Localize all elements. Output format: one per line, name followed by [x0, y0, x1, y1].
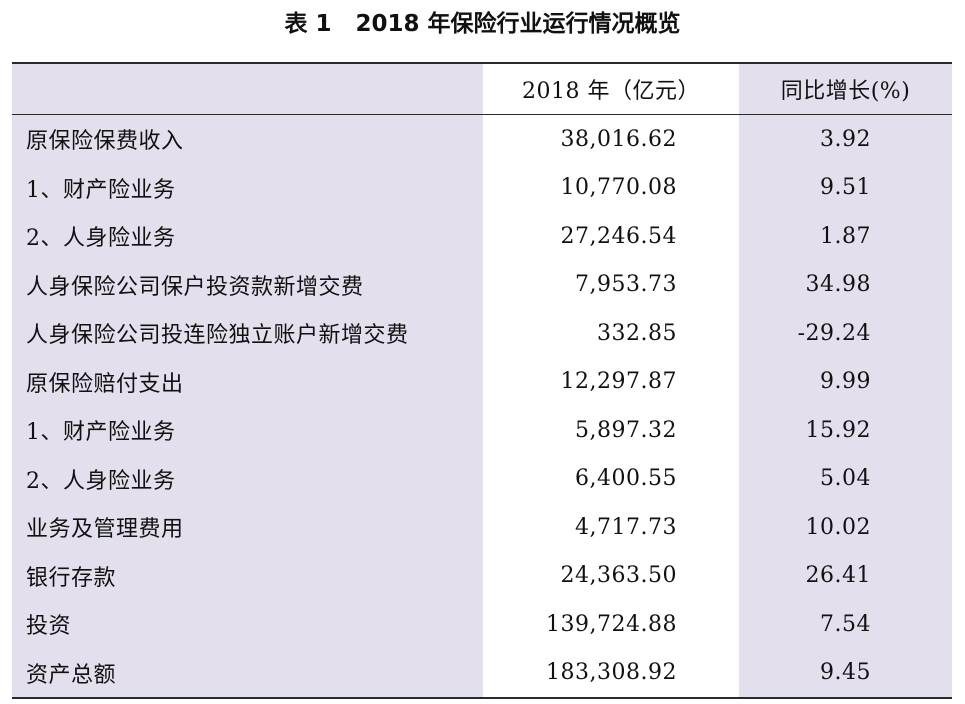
row-growth: 5.04: [739, 454, 952, 503]
row-value: 5,897.32: [483, 406, 739, 455]
row-growth: 26.41: [739, 551, 952, 600]
row-label: 银行存款: [12, 551, 483, 600]
header-cell-item: [12, 64, 483, 114]
row-growth: 7.54: [739, 600, 952, 649]
row-value: 7,953.73: [483, 260, 739, 309]
header-cell-growth: 同比增长(%): [739, 64, 952, 114]
row-growth: 9.45: [739, 648, 952, 697]
insurance-overview-table: 2018 年（亿元） 同比增长(%) 原保险保费收入 38,016.62 3.9…: [12, 62, 952, 699]
row-value: 332.85: [483, 309, 739, 358]
table-row: 原保险赔付支出 12,297.87 9.99: [12, 357, 952, 406]
table-row: 资产总额 183,308.92 9.45: [12, 648, 952, 697]
row-value: 27,246.54: [483, 212, 739, 261]
table-row: 业务及管理费用 4,717.73 10.02: [12, 503, 952, 552]
row-value: 24,363.50: [483, 551, 739, 600]
row-label: 2、人身险业务: [12, 454, 483, 503]
header-cell-value: 2018 年（亿元）: [483, 64, 739, 114]
row-growth: 9.99: [739, 357, 952, 406]
row-label: 2、人身险业务: [12, 212, 483, 261]
row-value: 139,724.88: [483, 600, 739, 649]
table-row: 1、财产险业务 5,897.32 15.92: [12, 406, 952, 455]
table-row: 投资 139,724.88 7.54: [12, 600, 952, 649]
row-label: 人身保险公司投连险独立账户新增交费: [12, 309, 483, 358]
row-growth: 9.51: [739, 163, 952, 212]
table-row: 2、人身险业务 27,246.54 1.87: [12, 212, 952, 261]
row-value: 10,770.08: [483, 163, 739, 212]
row-label: 1、财产险业务: [12, 406, 483, 455]
table-title: 表 1 2018 年保险行业运行情况概览: [284, 11, 681, 37]
table-row: 银行存款 24,363.50 26.41: [12, 551, 952, 600]
row-value: 183,308.92: [483, 648, 739, 697]
table-header-row: 2018 年（亿元） 同比增长(%): [12, 64, 952, 115]
table-row: 原保险保费收入 38,016.62 3.92: [12, 115, 952, 164]
row-growth: 1.87: [739, 212, 952, 261]
table-row: 人身保险公司保户投资款新增交费 7,953.73 34.98: [12, 260, 952, 309]
row-label: 原保险赔付支出: [12, 357, 483, 406]
row-label: 资产总额: [12, 648, 483, 697]
row-value: 12,297.87: [483, 357, 739, 406]
row-growth: 10.02: [739, 503, 952, 552]
row-growth: -29.24: [739, 309, 952, 358]
row-value: 4,717.73: [483, 503, 739, 552]
row-growth: 34.98: [739, 260, 952, 309]
row-growth: 3.92: [739, 115, 952, 164]
row-label: 投资: [12, 600, 483, 649]
table-row: 1、财产险业务 10,770.08 9.51: [12, 163, 952, 212]
table-row: 2、人身险业务 6,400.55 5.04: [12, 454, 952, 503]
row-label: 1、财产险业务: [12, 163, 483, 212]
row-value: 38,016.62: [483, 115, 739, 164]
row-value: 6,400.55: [483, 454, 739, 503]
row-label: 业务及管理费用: [12, 503, 483, 552]
row-label: 原保险保费收入: [12, 115, 483, 164]
row-label: 人身保险公司保户投资款新增交费: [12, 260, 483, 309]
table-row: 人身保险公司投连险独立账户新增交费 332.85 -29.24: [12, 309, 952, 358]
row-growth: 15.92: [739, 406, 952, 455]
